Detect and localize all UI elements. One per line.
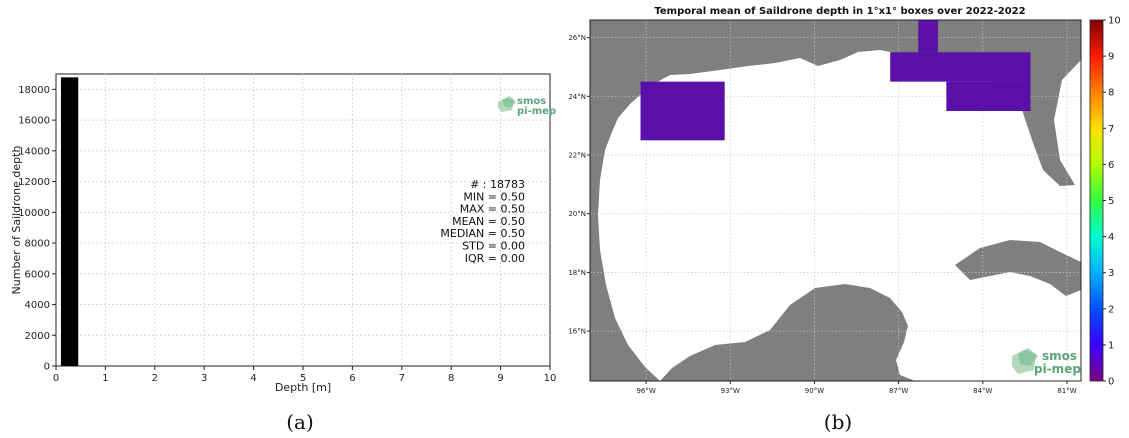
colorbar-tick-label: 8 <box>1108 88 1114 99</box>
colorbar-tick-label: 3 <box>1108 268 1114 279</box>
histogram-panel: 0 1 2 3 4 5 6 7 8 9 10 0 2000 4000 6000 8000 10000 12000… <box>10 73 557 394</box>
map-frame <box>589 19 1082 382</box>
histogram-stat-line: STD = 0.00 <box>462 240 525 253</box>
colorbar-tick-label: 1 <box>1108 340 1114 351</box>
caption-b: (b) <box>824 410 852 434</box>
smos-logo-a: smos pi-mep <box>498 96 556 117</box>
map-data-cell <box>640 81 725 141</box>
logo-a-line1: smos <box>517 96 546 107</box>
map-data-cell <box>946 81 1031 111</box>
colorbar-tick-label: 7 <box>1108 124 1114 135</box>
histogram-x-tick-label: 6 <box>349 373 355 384</box>
histogram-x-tick-label: 7 <box>399 373 405 384</box>
histogram-stat-line: MEAN = 0.50 <box>452 215 525 228</box>
histogram-x-tick-label: 4 <box>250 373 256 384</box>
map-longitude-ticks: 96°W 93°W 90°W 87°W 84°W 81°W <box>636 381 1077 395</box>
histogram-y-tick-label: 12000 <box>18 177 50 188</box>
map-lon-tick-label: 87°W <box>889 387 908 395</box>
map-lat-tick-label: 24°N <box>568 93 586 101</box>
histogram-y-tick-label: 2000 <box>25 331 50 342</box>
histogram-x-tick-label: 0 <box>53 373 59 384</box>
map-lat-tick-label: 18°N <box>568 269 586 277</box>
colorbar-tick-label: 0 <box>1108 377 1114 388</box>
histogram-bar <box>60 77 79 366</box>
histogram-stat-line: MEDIAN = 0.50 <box>440 227 525 240</box>
histogram-y-tick-label: 8000 <box>25 239 50 250</box>
map-lon-tick-label: 96°W <box>636 387 655 395</box>
histogram-x-tick-label: 5 <box>300 373 306 384</box>
histogram-x-tick-label: 9 <box>497 373 503 384</box>
map-latitude-ticks: 16°N 18°N 20°N 22°N 24°N 26°N <box>568 34 590 336</box>
histogram-x-axis-label: Depth [m] <box>275 381 331 394</box>
colorbar-tick-label: 5 <box>1108 196 1114 207</box>
map-lat-tick-label: 16°N <box>568 328 586 336</box>
histogram-x-ticks: 0 1 2 3 4 5 6 7 8 9 10 <box>53 366 557 384</box>
histogram-y-tick-label: 4000 <box>25 300 50 311</box>
histogram-y-ticks: 0 2000 4000 6000 8000 10000 12000 14000 16000 180… <box>18 85 56 373</box>
map-panel: Temporal mean of Saildrone depth in 1°x1… <box>568 6 1120 395</box>
logo-b-line1: smos <box>1042 349 1077 363</box>
histogram-x-tick-label: 3 <box>201 373 207 384</box>
colorbar-tick-label: 2 <box>1108 304 1114 315</box>
histogram-stat-line: # : 18783 <box>470 178 525 191</box>
land-yucatan <box>660 284 915 381</box>
histogram-y-tick-label: 6000 <box>25 269 50 280</box>
histogram-grid <box>56 74 550 366</box>
histogram-y-tick-label: 0 <box>44 362 50 373</box>
smos-logo-b: smos pi-mep <box>1012 348 1081 376</box>
map-lat-tick-label: 20°N <box>568 210 586 218</box>
histogram-x-tick-label: 2 <box>152 373 158 384</box>
map-data-cells <box>640 20 1031 141</box>
map-lon-tick-label: 93°W <box>721 387 740 395</box>
land-us-north-coast <box>590 20 1081 381</box>
histogram-y-tick-label: 18000 <box>18 85 50 96</box>
histogram-x-tick-label: 8 <box>448 373 454 384</box>
colorbar-tick-label: 10 <box>1108 16 1121 27</box>
map-title: Temporal mean of Saildrone depth in 1°x1… <box>654 6 1025 17</box>
map-lon-tick-label: 84°W <box>973 387 992 395</box>
land-cuba <box>955 240 1081 296</box>
histogram-y-tick-label: 16000 <box>18 116 50 127</box>
histogram-x-tick-label: 10 <box>544 373 557 384</box>
histogram-y-axis-label: Number of Saildrone depth <box>10 146 23 295</box>
colorbar: 0 1 2 3 4 5 6 7 8 9 10 <box>1089 16 1121 388</box>
map-lon-tick-label: 81°W <box>1057 387 1076 395</box>
colorbar-tick-label: 9 <box>1108 52 1114 63</box>
caption-a: (a) <box>286 410 314 434</box>
colorbar-gradient <box>1089 19 1104 382</box>
map-lat-tick-label: 26°N <box>568 34 586 42</box>
histogram-bars <box>60 77 79 366</box>
histogram-y-tick-label: 14000 <box>18 146 50 157</box>
map-lon-tick-label: 90°W <box>805 387 824 395</box>
histogram-stat-line: MAX = 0.50 <box>460 203 525 216</box>
histogram-stat-line: IQR = 0.00 <box>465 252 525 265</box>
map-land <box>590 20 1081 381</box>
map-lat-tick-label: 22°N <box>568 152 586 160</box>
logo-a-line2: pi-mep <box>517 106 556 117</box>
colorbar-tick-label: 6 <box>1108 160 1114 171</box>
colorbar-tick-label: 4 <box>1108 232 1114 243</box>
map-data-cell <box>890 52 1031 82</box>
histogram-stat-line: MIN = 0.50 <box>463 190 525 203</box>
histogram-x-tick-label: 1 <box>102 373 108 384</box>
colorbar-ticks: 0 1 2 3 4 5 6 7 8 9 10 <box>1103 16 1121 388</box>
logo-b-line2: pi-mep <box>1034 362 1081 376</box>
histogram-y-tick-label: 10000 <box>18 208 50 219</box>
map-data-cell <box>918 20 938 53</box>
